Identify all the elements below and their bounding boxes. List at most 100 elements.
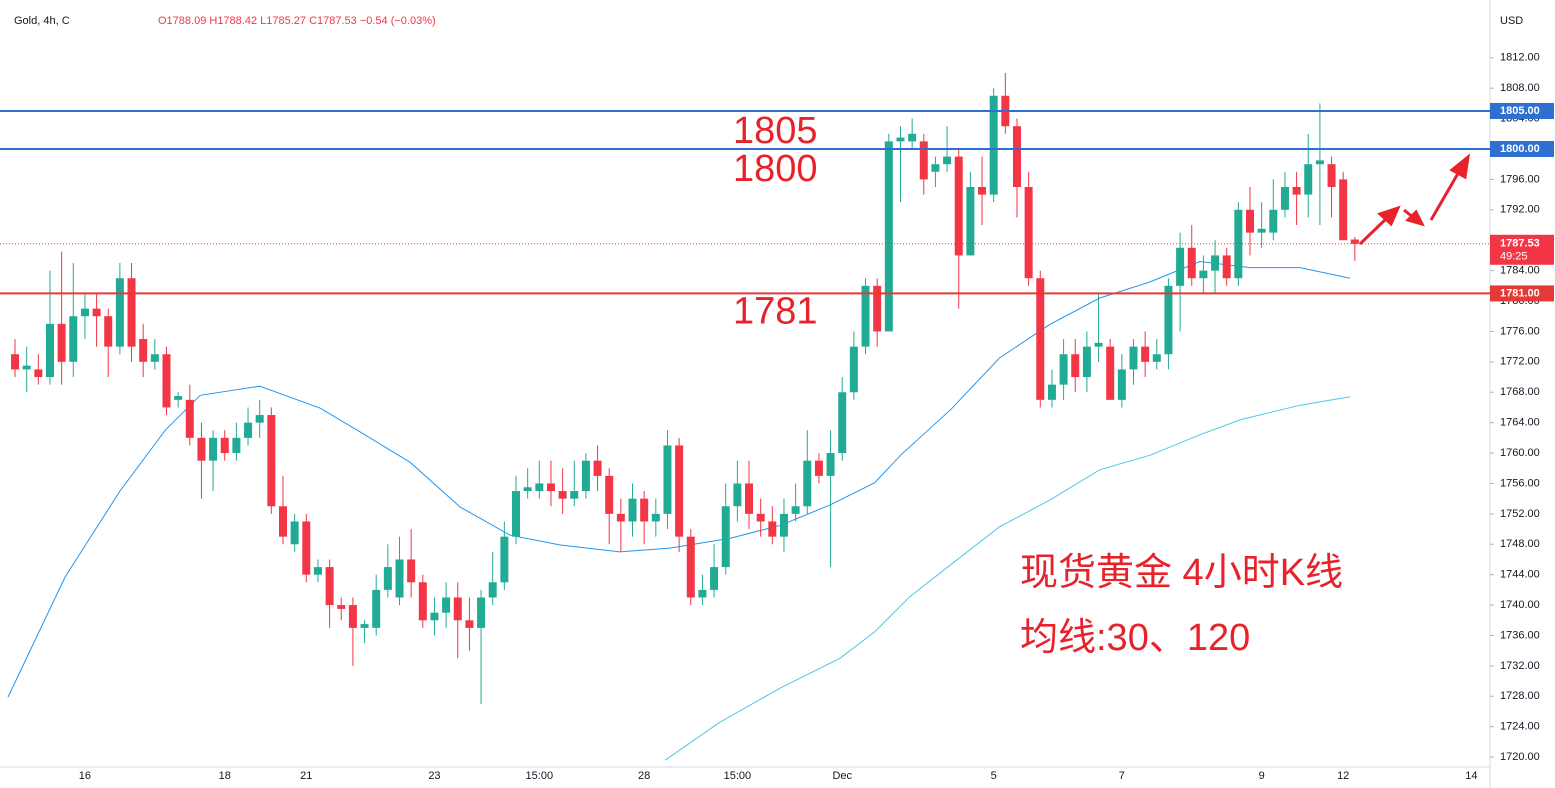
candle-body [1094, 342, 1103, 347]
y-tick-label: 1768.00 [1500, 386, 1540, 398]
candle-body [884, 141, 893, 332]
candle-body [348, 605, 357, 628]
candle-body [1280, 186, 1289, 210]
candle-body [756, 513, 765, 522]
candle-body [127, 278, 136, 347]
x-tick-label: 7 [1119, 770, 1125, 782]
candle-body [931, 164, 940, 172]
candle-body [640, 498, 649, 522]
candle-body [34, 369, 43, 378]
level-annotation: 1800 [733, 148, 818, 190]
candle-body [779, 513, 788, 537]
x-tick-label: 5 [991, 770, 997, 782]
moving-average [664, 396, 1351, 761]
x-tick-label: 9 [1259, 770, 1265, 782]
candle-body [220, 437, 229, 454]
candle-body [22, 365, 31, 370]
y-tick-label: 1808.00 [1500, 82, 1540, 94]
currency: USD [1500, 15, 1523, 27]
candle-body [267, 415, 276, 507]
arrow [1429, 169, 1462, 221]
last-price-label: 1787.53 [1500, 238, 1540, 250]
y-tick-label: 1744.00 [1500, 569, 1540, 581]
candle-body [512, 491, 521, 537]
x-tick-label: 18 [219, 770, 231, 782]
y-tick-label: 1772.00 [1500, 356, 1540, 368]
candle-body [570, 491, 579, 499]
candle-body [477, 597, 486, 628]
candle-body [45, 323, 54, 378]
candle-body [1292, 186, 1301, 195]
candle-body [710, 567, 719, 590]
candle-body [383, 567, 392, 590]
x-tick-label: 12 [1337, 770, 1349, 782]
moving-average [7, 260, 1351, 698]
y-tick-label: 1752.00 [1500, 508, 1540, 520]
candle-body [80, 308, 89, 317]
candle-body [174, 396, 183, 400]
candle-body [11, 354, 20, 370]
candle-body [1257, 228, 1266, 233]
candle-body [1269, 209, 1278, 233]
candle-body [244, 422, 253, 438]
y-tick-label: 1756.00 [1500, 477, 1540, 489]
candle-body [1350, 239, 1359, 244]
level-badge [1490, 285, 1554, 302]
candle-body [1304, 164, 1313, 195]
y-tick-label: 1812.00 [1500, 52, 1540, 64]
candle-body [1199, 270, 1208, 279]
y-tick-label: 1792.00 [1500, 204, 1540, 216]
candle-body [1211, 255, 1220, 271]
candle-body [896, 137, 905, 142]
candle-body [523, 487, 532, 492]
candle-body [232, 437, 241, 454]
candle-body [1327, 164, 1336, 187]
candle-body [325, 567, 334, 606]
candle-body [1141, 346, 1150, 362]
candle-body [1036, 278, 1045, 400]
candle-body [1129, 346, 1138, 370]
candle-body [861, 285, 870, 347]
candle-body [966, 186, 975, 256]
candle-body [1164, 285, 1173, 355]
candle-body [1059, 354, 1068, 385]
candle-body [989, 95, 998, 195]
y-tick-label: 1748.00 [1500, 538, 1540, 550]
ohlc-legend: O1788.09 H1788.42 L1785.27 C1787.53 −0.5… [158, 15, 436, 27]
x-tick-label: 21 [300, 770, 312, 782]
y-tick-label: 1776.00 [1500, 325, 1540, 337]
candle-body [1245, 209, 1254, 233]
candle-body [139, 339, 148, 362]
candle-body [616, 513, 625, 522]
candle-body [686, 536, 695, 598]
candle-body [104, 316, 113, 347]
candle-body [1339, 179, 1348, 241]
candle-body [675, 445, 684, 537]
arrow [1358, 215, 1390, 246]
candle-body [1071, 354, 1080, 378]
candle-body [1222, 255, 1231, 279]
candle-body [535, 483, 544, 492]
candle-body [115, 278, 124, 347]
candle-body [150, 354, 159, 362]
candle-body [1187, 247, 1196, 279]
x-tick-label: 14 [1465, 770, 1477, 782]
candle-body [337, 605, 346, 609]
candle-body [954, 156, 963, 256]
candle-body [838, 392, 847, 454]
candle-body [69, 316, 78, 362]
x-tick-label: 15:00 [724, 770, 752, 782]
y-tick-label: 1720.00 [1500, 751, 1540, 763]
x-tick-label: 15:00 [526, 770, 554, 782]
candle-body [302, 521, 311, 575]
x-tick-label: 16 [79, 770, 91, 782]
candle-body [290, 521, 299, 545]
candle-body [768, 521, 777, 537]
candle-body [1234, 209, 1243, 279]
candle-body [453, 597, 462, 621]
candle-body [791, 506, 800, 514]
candle-body [1106, 346, 1115, 400]
candle-body [197, 437, 206, 461]
